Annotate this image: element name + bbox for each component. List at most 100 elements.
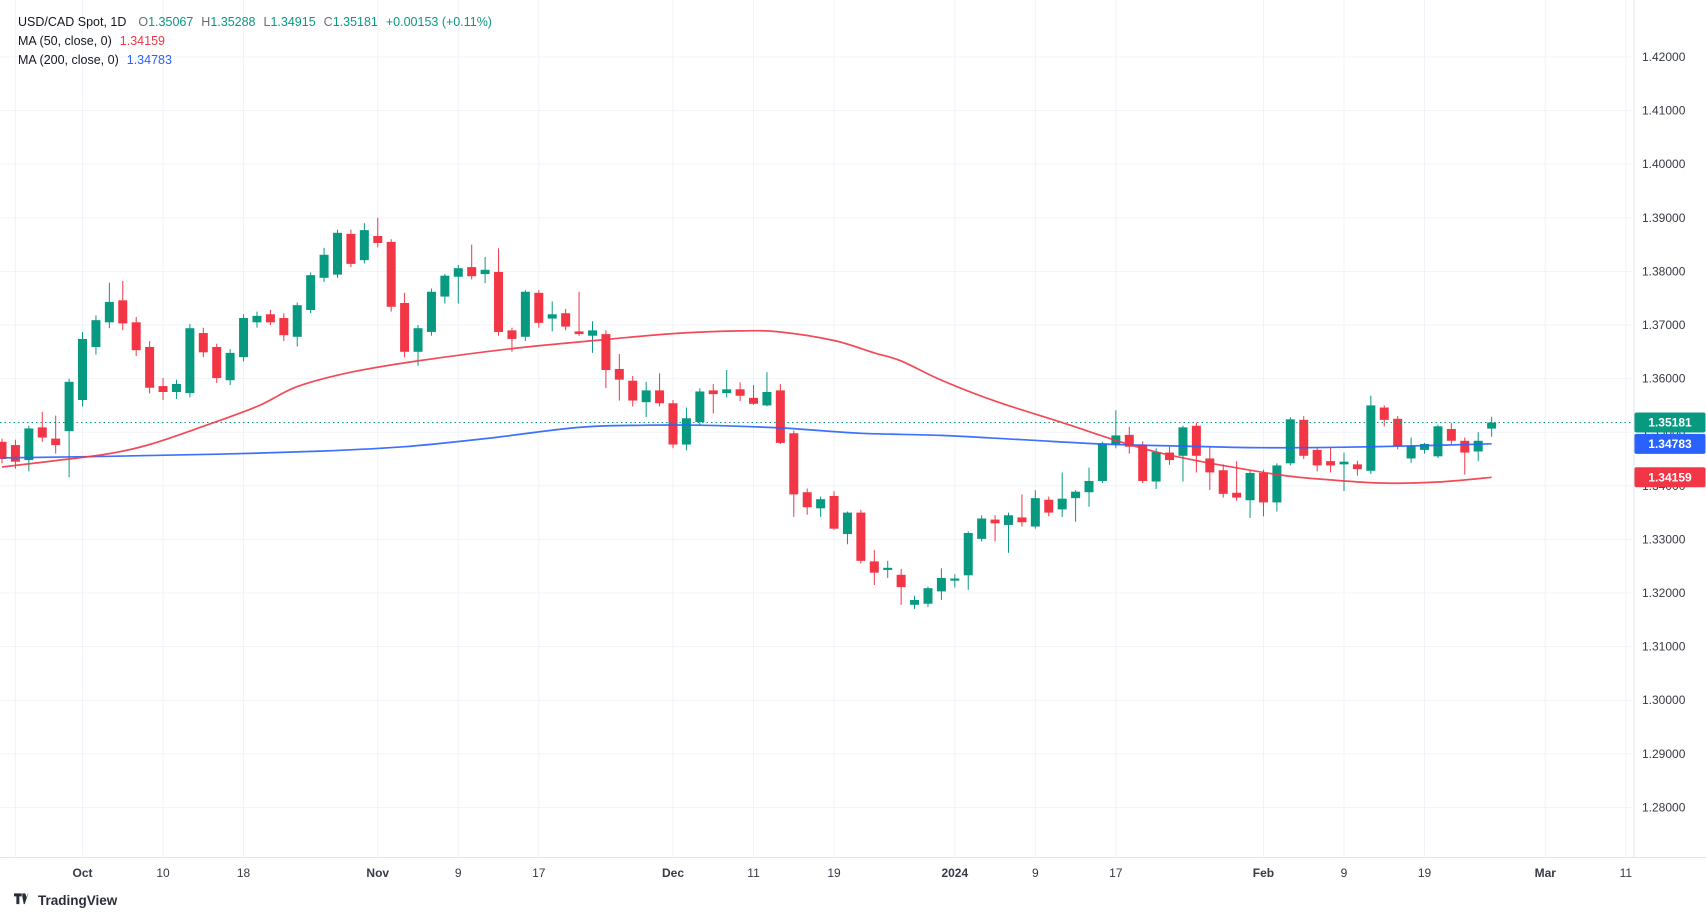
candle-body xyxy=(0,441,7,459)
candle-body xyxy=(628,380,638,401)
ma50-label: MA (50, close, 0) xyxy=(18,34,112,48)
price-tick-label: 1.33000 xyxy=(1642,532,1686,546)
candle xyxy=(1446,423,1456,444)
candle xyxy=(775,383,785,444)
candle-body xyxy=(386,241,396,307)
candle-body xyxy=(400,303,410,352)
candle xyxy=(131,316,141,357)
candle-body xyxy=(574,331,584,335)
candle xyxy=(346,229,356,268)
candle-body xyxy=(1473,440,1483,452)
candle xyxy=(158,378,168,401)
legend-symbol-row[interactable]: USD/CAD Spot, 1D O1.35067 H1.35288 L1.34915… xyxy=(18,13,492,32)
candle-body xyxy=(708,390,718,395)
candle xyxy=(614,353,624,401)
candle-body xyxy=(225,352,235,381)
candle xyxy=(1124,426,1134,454)
candle-body xyxy=(426,291,436,332)
candle xyxy=(749,385,759,405)
candle-body xyxy=(1097,443,1107,481)
candle xyxy=(869,550,879,585)
candle xyxy=(1258,469,1268,517)
tradingview-logo-icon xyxy=(14,893,33,908)
candle xyxy=(426,288,436,336)
candle-body xyxy=(212,346,222,379)
candle xyxy=(762,372,772,407)
price-badge-label: 1.35181 xyxy=(1648,416,1692,430)
candle-body xyxy=(1285,419,1295,464)
candle xyxy=(467,244,477,280)
time-tick-label: 18 xyxy=(237,866,251,880)
high-key: H xyxy=(201,15,211,29)
candle xyxy=(1084,467,1094,507)
candle xyxy=(722,370,732,398)
low-value: 1.34915 xyxy=(270,15,316,29)
candle-body xyxy=(1138,444,1148,481)
candle-body xyxy=(171,383,181,392)
price-badge-bg xyxy=(1634,433,1706,454)
candle-body xyxy=(1124,434,1134,447)
candle xyxy=(990,515,1000,542)
candle xyxy=(628,375,638,407)
candle xyxy=(910,595,920,610)
candle xyxy=(896,568,906,605)
price-tick-label: 1.38000 xyxy=(1642,264,1686,278)
candle-body xyxy=(842,512,852,535)
ma50-value: 1.34159 xyxy=(119,34,165,48)
time-tick-label: 10 xyxy=(156,866,170,880)
candle-body xyxy=(1057,498,1067,510)
candle xyxy=(1030,490,1040,529)
candle xyxy=(1151,448,1161,490)
candle-body xyxy=(1165,452,1175,461)
candle xyxy=(1178,425,1188,482)
candle xyxy=(1393,416,1403,450)
candle xyxy=(950,574,960,588)
price-tick-label: 1.28000 xyxy=(1642,800,1686,814)
time-axis[interactable]: Oct 10 18 Nov 9 17 Dec 11 19 2024 9 17 Feb 9 19 Mar 11 xyxy=(73,866,1633,880)
time-tick-label: 9 xyxy=(1032,866,1039,880)
candle-body xyxy=(829,495,839,529)
time-tick-label: Mar xyxy=(1535,866,1557,880)
time-tick-label: 17 xyxy=(532,866,546,880)
price-tick-label: 1.39000 xyxy=(1642,211,1686,225)
candle-body xyxy=(78,338,88,401)
candle xyxy=(883,560,893,578)
tradingview-logo[interactable]: TradingView xyxy=(14,893,117,908)
legend-ma200-row[interactable]: MA (200, close, 0) 1.34783 xyxy=(18,51,492,70)
candle-body xyxy=(1433,426,1443,457)
price-tick-label: 1.29000 xyxy=(1642,747,1686,761)
candle-body xyxy=(735,389,745,396)
legend-ma50-row[interactable]: MA (50, close, 0) 1.34159 xyxy=(18,32,492,51)
candle xyxy=(453,264,463,304)
candle-body xyxy=(749,397,759,404)
candle-body xyxy=(816,499,826,509)
candle-body xyxy=(37,427,47,438)
candle-body xyxy=(977,518,987,539)
candle-body xyxy=(614,368,624,380)
symbol-title: USD/CAD Spot, 1D xyxy=(18,15,127,29)
candle xyxy=(51,415,61,454)
candle-body xyxy=(51,438,61,446)
candle-body xyxy=(333,232,342,275)
ma50-line xyxy=(1,329,1492,485)
candle-body xyxy=(695,391,705,423)
candle xyxy=(1097,441,1107,484)
time-tick-label: 9 xyxy=(455,866,462,880)
ma200-label: MA (200, close, 0) xyxy=(18,53,119,67)
candle-body xyxy=(413,328,423,352)
candle-body xyxy=(990,519,1000,524)
candle-body xyxy=(239,318,249,358)
candle-body xyxy=(1460,440,1470,453)
candle xyxy=(1487,416,1497,437)
time-tick-label: Oct xyxy=(73,866,93,880)
candle-body xyxy=(373,236,383,243)
candle xyxy=(1017,494,1027,527)
candle xyxy=(561,308,571,331)
candle xyxy=(118,281,128,331)
time-tick-label: Feb xyxy=(1253,866,1274,880)
candle xyxy=(292,302,302,347)
candle xyxy=(239,314,249,362)
candle xyxy=(681,407,691,451)
candle xyxy=(185,323,195,398)
